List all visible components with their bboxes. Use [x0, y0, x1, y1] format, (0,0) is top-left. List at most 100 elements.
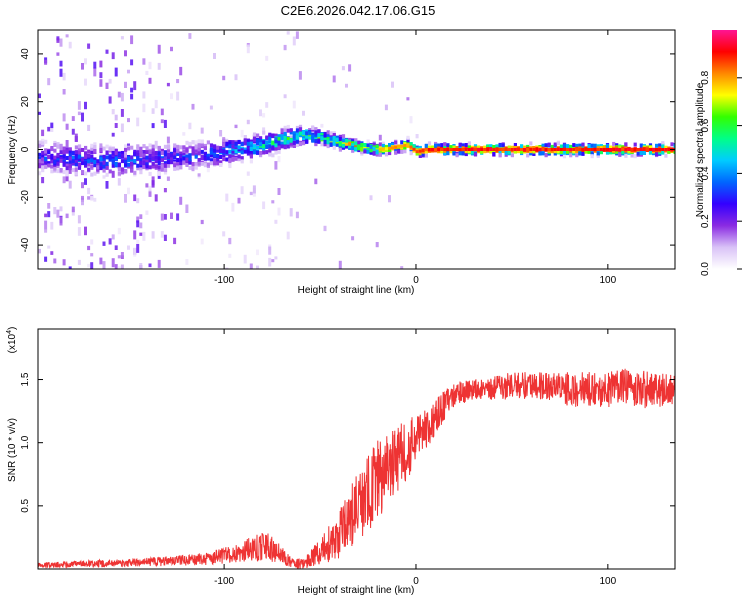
- spectrogram-cell: [77, 162, 82, 167]
- spectrogram-cell: [526, 153, 530, 158]
- spectrogram-cell: [480, 149, 484, 154]
- spectrogram-cell: [170, 153, 174, 158]
- spectrogram-cell: [102, 261, 106, 269]
- spectrogram-cell: [397, 145, 401, 149]
- spectrogram-cell: [326, 140, 330, 145]
- spectrogram-cell: [84, 161, 88, 166]
- spectrogram-cell: [507, 148, 511, 151]
- snr-x-ticks: -100 0 100: [214, 329, 617, 587]
- snr-scale-base: (x10: [7, 333, 18, 353]
- spectrogram-cell: [160, 108, 164, 116]
- spectrogram-cell: [311, 134, 315, 139]
- spectrogram-cell: [81, 112, 84, 122]
- spectrogram-cell: [41, 154, 45, 158]
- spectrogram-cell: [283, 132, 287, 136]
- spectrogram-cell: [65, 173, 69, 182]
- spectrogram-cell: [163, 161, 168, 166]
- spectrogram-cell: [102, 160, 106, 165]
- spectrogram-cell: [630, 153, 634, 158]
- spectrogram-cell: [378, 152, 382, 157]
- spectrogram-cell: [136, 147, 140, 152]
- spectrogram-cell: [434, 148, 438, 151]
- spectrogram-cell: [532, 148, 536, 151]
- spectrogram-cell: [461, 143, 465, 148]
- spectrogram-cell: [338, 142, 342, 147]
- spectrogram-cell: [357, 140, 361, 145]
- spectrogram-cell: [99, 60, 103, 68]
- spectrogram-cell: [599, 148, 603, 151]
- spectrogram-cell: [145, 70, 149, 75]
- spectrogram-cell: [145, 164, 149, 169]
- spectrogram-cell: [87, 263, 91, 268]
- spectrogram-cell: [191, 103, 195, 110]
- spectrogram-cell: [292, 100, 296, 109]
- spectrogram-cell: [130, 166, 134, 171]
- y-tick-label: 0.5: [20, 498, 31, 512]
- spectrogram-cell: [71, 155, 75, 160]
- spectrogram-cell: [627, 149, 631, 154]
- spectrogram-cell: [292, 36, 296, 46]
- spectrogram-cell: [228, 237, 232, 245]
- spectrogram-cell: [369, 195, 373, 201]
- spectrogram-cell: [188, 122, 192, 130]
- spectrogram-cell: [268, 152, 272, 157]
- spectrogram-cell: [84, 154, 88, 159]
- spectrogram-cell: [114, 156, 118, 161]
- spectrogram-cell: [213, 144, 217, 149]
- spectrogram-cell: [65, 123, 69, 130]
- spectrogram-cell: [176, 152, 180, 156]
- spectrogram-cell: [120, 167, 125, 172]
- spectrogram-x-ticks: -100 0 100: [214, 30, 617, 286]
- spectrogram-cell: [117, 171, 121, 176]
- snr-scale-factor: (x104): [6, 327, 18, 354]
- spectrogram-cell: [120, 36, 124, 40]
- spectrogram-cell: [99, 147, 103, 152]
- spectrogram-cell: [372, 146, 376, 151]
- spectrogram-cell: [259, 109, 262, 117]
- spectrogram-cell: [274, 139, 278, 144]
- spectrogram-cell: [298, 131, 303, 136]
- spectrogram-cell: [77, 150, 82, 155]
- spectrogram-cell: [225, 267, 229, 269]
- spectrogram-cell: [449, 149, 453, 154]
- spectrogram-cell: [191, 167, 195, 172]
- spectrogram-cell: [345, 83, 348, 88]
- spectrogram-cell: [529, 151, 533, 156]
- spectrogram-cell: [430, 148, 435, 151]
- y-tick-label: 1.5: [20, 372, 31, 386]
- spectrogram-cell: [77, 154, 82, 159]
- spectrogram-cell: [213, 159, 217, 163]
- spectrogram-cell: [237, 139, 241, 144]
- spectrogram-cell: [173, 237, 177, 245]
- spectrogram-cell: [65, 140, 69, 148]
- spectrogram-cell: [658, 143, 662, 148]
- spectrogram-cell: [277, 137, 281, 142]
- spectrogram-cell: [179, 154, 183, 159]
- spectrogram-cell: [200, 142, 204, 147]
- spectrogram-cell: [176, 213, 180, 221]
- spectrogram-cell: [182, 149, 186, 153]
- spectrogram-cell: [249, 263, 253, 269]
- spectrogram-cell: [578, 148, 582, 151]
- spectrogram-cell: [117, 266, 121, 269]
- spectrogram-cell: [587, 144, 591, 149]
- spectrogram-cell: [529, 141, 533, 146]
- spectrogram-cell: [559, 149, 564, 154]
- spectrogram-cell: [170, 46, 173, 52]
- spectrogram-cell: [145, 210, 149, 215]
- spectrogram-cell: [111, 155, 115, 160]
- spectrogram-cell: [62, 146, 66, 151]
- spectrogram-cell: [443, 142, 447, 147]
- spectrogram-cell: [510, 148, 514, 151]
- spectrogram-cell: [360, 150, 364, 155]
- spectrogram-cell: [68, 153, 72, 158]
- spectrogram-cell: [329, 136, 333, 141]
- spectrogram-cell: [326, 144, 330, 149]
- spectrogram-cell: [105, 150, 109, 155]
- spectrogram-cell: [185, 259, 189, 265]
- spectrogram-cell: [74, 145, 78, 150]
- x-tick-label: 100: [600, 275, 617, 286]
- spectrogram-cell: [90, 172, 94, 177]
- spectrogram-cell: [99, 257, 103, 265]
- spectrogram-cell: [96, 167, 100, 172]
